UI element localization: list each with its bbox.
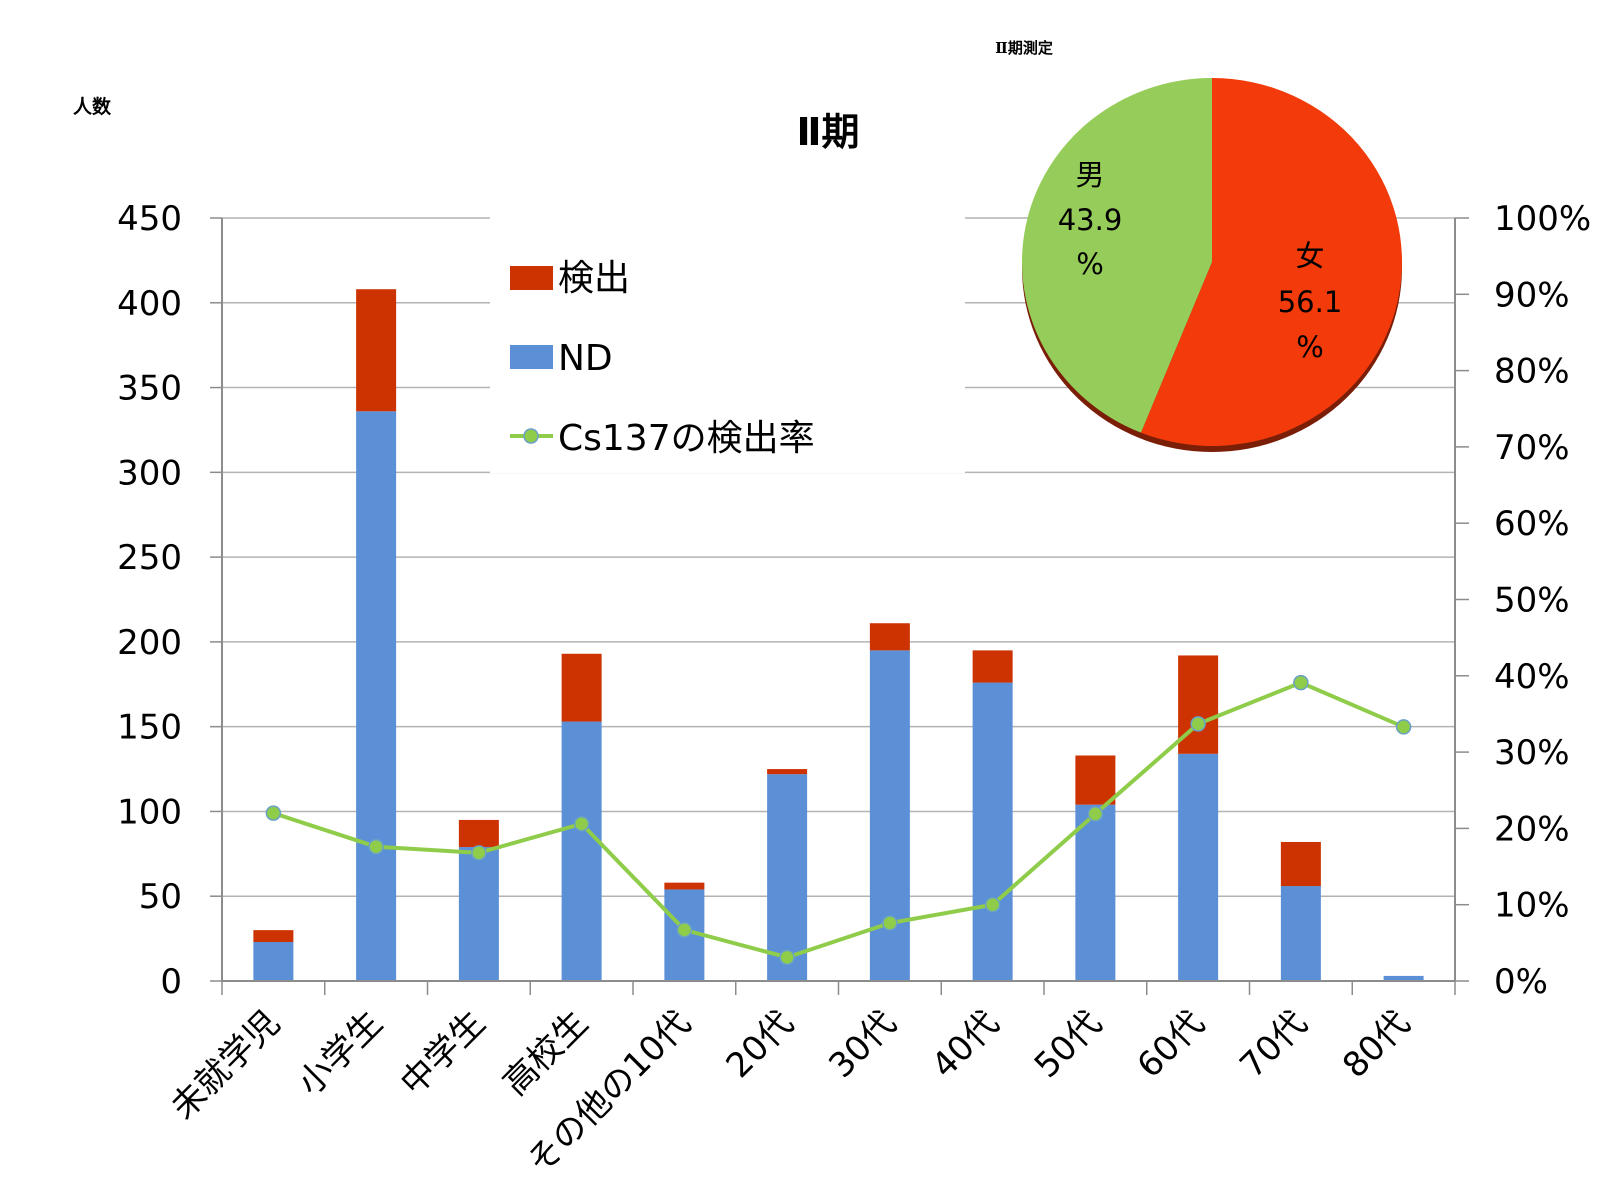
- bar-detected: [253, 930, 294, 943]
- bar-nd: [869, 650, 910, 981]
- axes: [210, 217, 1469, 995]
- y-tick-label: 200: [117, 623, 182, 663]
- legend-background: [490, 205, 965, 473]
- bar-nd: [1075, 804, 1116, 981]
- bar-detected: [1280, 841, 1321, 887]
- rate-point: [573, 816, 590, 832]
- pie-label-male: 男: [1075, 158, 1104, 192]
- pie-slice-male: [1022, 78, 1212, 433]
- y2-tick-label: 50%: [1494, 581, 1570, 621]
- bar-detected: [356, 289, 397, 412]
- legend-label-rate: Cs137の検出率: [558, 418, 815, 459]
- pie-value-male: 43.9: [1058, 203, 1123, 237]
- bar-nd: [458, 847, 499, 981]
- pie-title: Ⅱ期測定: [995, 39, 1053, 57]
- rate-point: [1190, 716, 1206, 732]
- bar-detected: [869, 623, 910, 651]
- bar-detected: [1178, 655, 1219, 754]
- rate-line: [272, 680, 1405, 960]
- y2-tick-label: 80%: [1494, 352, 1570, 392]
- bar-detected: [664, 882, 705, 890]
- y2-tick-label: 40%: [1494, 657, 1570, 697]
- pie-value-female: 56.1: [1278, 285, 1343, 319]
- rate-point: [1087, 806, 1104, 822]
- x-tick-label: 60代: [1130, 1003, 1213, 1086]
- bar-nd: [356, 411, 397, 981]
- rate-point: [1293, 674, 1309, 691]
- bar-detected: [972, 650, 1013, 683]
- bar-detected: [1075, 755, 1116, 805]
- rate-point: [676, 922, 693, 938]
- x-tick-label: 20代: [719, 1003, 802, 1086]
- x-tick-label: 50代: [1027, 1003, 1110, 1086]
- legend: 検出 ND Cs137の検出率: [490, 205, 965, 473]
- y2-tick-label: 60%: [1494, 504, 1570, 544]
- pie-unit-male: %: [1076, 247, 1104, 281]
- bar-nd: [1178, 753, 1219, 981]
- legend-label-nd: ND: [558, 338, 613, 379]
- y2-tick-label: 20%: [1494, 809, 1570, 849]
- y2-tick-label: 100%: [1494, 199, 1591, 239]
- y-tick-label: 300: [117, 453, 182, 493]
- y-tick-label: 0: [160, 962, 182, 1002]
- y-tick-label: 50: [139, 877, 182, 917]
- bar-detected: [561, 653, 602, 722]
- bar-nd: [767, 774, 808, 981]
- rate-point: [471, 845, 487, 861]
- y-axis-label: 人数: [73, 95, 112, 118]
- x-tick-label: 小学生: [290, 1003, 390, 1103]
- y-tick-label: 350: [117, 369, 182, 409]
- y-tick-label: 100: [117, 792, 182, 832]
- bar-nd: [972, 682, 1013, 981]
- y-tick-label: 250: [117, 538, 182, 578]
- y2-tick-label: 70%: [1494, 428, 1570, 468]
- x-tick-label: 30代: [821, 1003, 904, 1086]
- bar-nd: [1280, 886, 1321, 981]
- rate-point: [779, 949, 795, 966]
- bar-nd: [561, 721, 602, 981]
- pie-slice-female: [1140, 78, 1402, 446]
- rate-point: [368, 838, 384, 855]
- bar-detected: [458, 819, 499, 848]
- rate-line-series: [265, 674, 1412, 966]
- legend-label-detected: 検出: [558, 258, 630, 299]
- legend-swatch-rate-marker: [523, 428, 539, 444]
- x-tick-label: 40代: [924, 1003, 1007, 1086]
- legend-swatch-nd: [510, 345, 553, 369]
- x-tick-label: 中学生: [393, 1003, 493, 1103]
- bar-nd: [253, 942, 294, 981]
- pie-label-female: 女: [1295, 239, 1324, 273]
- y-tick-label: 150: [117, 708, 182, 748]
- y2-tick-label: 90%: [1494, 275, 1570, 315]
- x-tick-label: 未就学児: [163, 1003, 287, 1127]
- x-tick-label: 80代: [1335, 1003, 1418, 1086]
- y2-tick-label: 10%: [1494, 886, 1570, 926]
- rate-point: [1395, 719, 1412, 735]
- legend-swatch-detected: [510, 266, 553, 290]
- bar-detected: [767, 769, 808, 775]
- bar-nd: [1383, 975, 1424, 981]
- pie-chart: [1022, 78, 1402, 452]
- rate-point: [265, 805, 282, 821]
- y2-tick-label: 0%: [1494, 962, 1548, 1002]
- x-tick-label: 70代: [1232, 1003, 1315, 1086]
- bar-chart-title: Ⅱ期: [796, 110, 859, 154]
- y2-tick-label: 30%: [1494, 733, 1570, 773]
- x-tick-label: 高校生: [496, 1003, 596, 1103]
- rate-point: [882, 915, 898, 931]
- y-tick-label: 400: [117, 284, 182, 324]
- y-tick-label: 450: [117, 199, 182, 239]
- pie-unit-female: %: [1296, 330, 1324, 364]
- rate-point: [984, 896, 1001, 913]
